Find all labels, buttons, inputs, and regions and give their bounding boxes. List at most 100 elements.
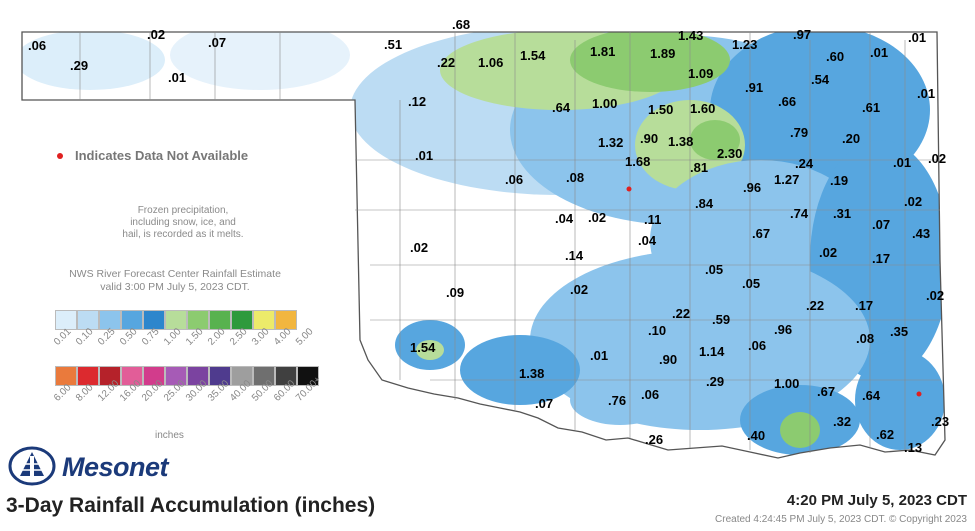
rainfall-value: .67 — [817, 384, 836, 399]
rainfall-value: .10 — [648, 323, 667, 338]
rainfall-value: 1.38 — [668, 134, 694, 149]
scale-swatch — [99, 310, 121, 330]
rainfall-value: 1.54 — [520, 48, 546, 63]
rainfall-value: .07 — [535, 396, 554, 411]
rainfall-value: .01 — [415, 148, 434, 163]
estimate-note-line: NWS River Forecast Center Rainfall Estim… — [69, 268, 281, 280]
estimate-note: NWS River Forecast Center Rainfall Estim… — [45, 268, 305, 294]
rainfall-value: .64 — [862, 388, 881, 403]
rainfall-value: .60 — [826, 49, 845, 64]
rainfall-value: .02 — [819, 245, 838, 260]
rainfall-value: .04 — [638, 233, 657, 248]
rainfall-value: .02 — [926, 288, 945, 303]
rainfall-value: .81 — [690, 160, 709, 175]
rainfall-value: 1.89 — [650, 46, 676, 61]
scale-swatch — [187, 310, 209, 330]
scale-swatch — [187, 366, 209, 386]
rainfall-value: .01 — [168, 70, 187, 85]
scale-swatch — [165, 366, 187, 386]
rainfall-value: .31 — [833, 206, 852, 221]
missing-station-marker — [626, 186, 632, 192]
rainfall-value: .07 — [872, 217, 891, 232]
rainfall-value: .66 — [778, 94, 797, 109]
rainfall-value: 1.54 — [410, 340, 436, 355]
rainfall-value: .19 — [830, 173, 849, 188]
rainfall-value: .06 — [748, 338, 767, 353]
rainfall-value: .13 — [904, 440, 923, 455]
rainfall-value: 1.38 — [519, 366, 545, 381]
units-label: inches — [155, 430, 184, 441]
rainfall-value: .24 — [795, 156, 814, 171]
rainfall-value: .02 — [410, 240, 429, 255]
rainfall-value: .01 — [893, 155, 912, 170]
rainfall-value: .96 — [774, 322, 793, 337]
rainfall-value: .84 — [695, 196, 714, 211]
rainfall-value: .26 — [645, 432, 664, 447]
scale-swatch — [275, 310, 297, 330]
scale-swatch — [143, 310, 165, 330]
rainfall-value: .79 — [790, 125, 809, 140]
frozen-precip-note: Frozen precipitation, including snow, ic… — [108, 205, 258, 241]
rainfall-value: 1.06 — [478, 55, 504, 70]
rainfall-value: 1.00 — [592, 96, 618, 111]
rainfall-value: .91 — [745, 80, 764, 95]
rainfall-value: .22 — [437, 55, 456, 70]
scale-swatch — [231, 310, 253, 330]
map-title: 3-Day Rainfall Accumulation (inches) — [6, 494, 376, 517]
rainfall-value: .90 — [640, 131, 659, 146]
rainfall-value: .01 — [917, 86, 936, 101]
rainfall-value: 1.00 — [774, 376, 800, 391]
rainfall-value: 1.32 — [598, 135, 624, 150]
valid-timestamp: 4:20 PM July 5, 2023 CDT — [786, 492, 967, 509]
rainfall-value: .22 — [806, 298, 825, 313]
scale-swatch — [253, 366, 275, 386]
scale-swatch — [121, 310, 143, 330]
rainfall-value: .01 — [908, 30, 927, 45]
rainfall-value: .08 — [566, 170, 585, 185]
rainfall-value: .02 — [928, 151, 947, 166]
rainfall-value: .76 — [608, 393, 627, 408]
rainfall-value: .01 — [870, 45, 889, 60]
estimate-note-line: valid 3:00 PM July 5, 2023 CDT. — [100, 281, 250, 293]
scale-swatch — [209, 366, 231, 386]
missing-station-marker — [916, 391, 922, 397]
rainfall-value: .43 — [912, 226, 931, 241]
rainfall-value: .17 — [855, 298, 874, 313]
scale-swatch — [55, 366, 77, 386]
rainfall-value: .17 — [872, 251, 891, 266]
scale-swatch — [231, 366, 253, 386]
rainfall-value: 1.50 — [648, 102, 674, 117]
rainfall-value: .51 — [384, 37, 403, 52]
mesonet-brand: Mesonet — [62, 452, 169, 482]
rainfall-value: 1.27 — [774, 172, 800, 187]
scale-swatch — [121, 366, 143, 386]
rainfall-value: .23 — [931, 414, 950, 429]
rainfall-value: .14 — [565, 248, 584, 263]
scale-swatch — [209, 310, 231, 330]
scale-swatch — [77, 310, 99, 330]
frozen-note-line: including snow, ice, and — [130, 217, 236, 228]
rainfall-value: .74 — [790, 206, 809, 221]
rainfall-value: .29 — [70, 58, 89, 73]
rainfall-value: .68 — [452, 17, 471, 32]
scale-swatch — [143, 366, 165, 386]
rainfall-value: .54 — [811, 72, 830, 87]
rainfall-value: 1.68 — [625, 154, 651, 169]
rainfall-value: .06 — [505, 172, 524, 187]
rainfall-value: .08 — [856, 331, 875, 346]
rainfall-value: .64 — [552, 100, 571, 115]
rainfall-value: .02 — [904, 194, 923, 209]
rainfall-value: .20 — [842, 131, 861, 146]
scale-swatch — [99, 366, 121, 386]
rainfall-value: .62 — [876, 427, 895, 442]
created-copyright: Created 4:24:45 PM July 5, 2023 CDT. © C… — [715, 514, 967, 525]
rainfall-value: .06 — [28, 38, 47, 53]
rainfall-value: .40 — [747, 428, 766, 443]
rainfall-value: .90 — [659, 352, 678, 367]
rainfall-value: .02 — [588, 210, 607, 225]
scale-swatch — [165, 310, 187, 330]
rainfall-value: .02 — [147, 27, 166, 42]
rainfall-value: 1.81 — [590, 44, 616, 59]
